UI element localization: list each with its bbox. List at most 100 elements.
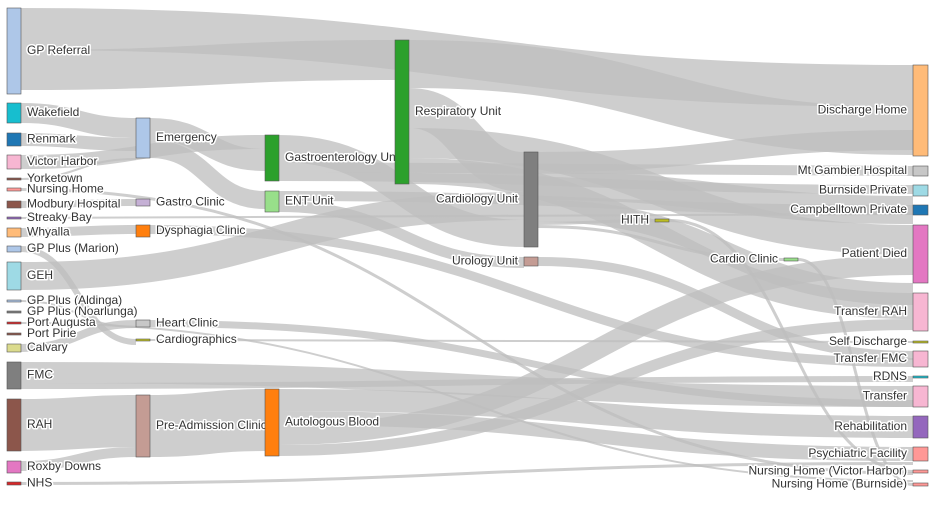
node xyxy=(135,338,151,342)
node xyxy=(783,257,799,262)
node xyxy=(6,102,22,124)
flow xyxy=(668,219,914,473)
node-label: Wakefield xyxy=(27,105,79,119)
flow xyxy=(149,389,266,457)
node xyxy=(912,415,929,439)
node xyxy=(135,394,151,458)
node xyxy=(912,184,929,197)
node xyxy=(912,340,929,344)
node-label: Cardiology Unit xyxy=(436,192,519,206)
node xyxy=(6,227,22,238)
node-label: Gastroenterology Unit xyxy=(285,150,402,164)
node-label: Burnside Private xyxy=(819,183,907,197)
flow xyxy=(20,322,914,482)
flow xyxy=(149,339,914,343)
node-label: Renmark xyxy=(27,132,77,146)
node-label: Port Pirie xyxy=(27,326,77,340)
node-label: RAH xyxy=(27,417,52,431)
node-label: Respiratory Unit xyxy=(415,104,502,118)
flow xyxy=(20,188,914,475)
node xyxy=(264,190,280,213)
flow xyxy=(149,118,266,171)
node-label: Pre-Admission Clinic xyxy=(156,418,267,432)
node-label: Self Discharge xyxy=(829,334,907,348)
node xyxy=(654,218,670,223)
node xyxy=(912,292,929,332)
node-label: Rehabilitation xyxy=(834,419,907,433)
node-label: Emergency xyxy=(156,130,217,144)
flow xyxy=(20,133,137,151)
node xyxy=(912,224,929,284)
node xyxy=(523,151,539,248)
node xyxy=(912,385,929,408)
node-label: Autologous Blood xyxy=(285,415,379,429)
node-label: Transfer FMC xyxy=(833,351,907,365)
flow xyxy=(20,447,137,471)
node xyxy=(6,332,22,336)
node xyxy=(6,132,22,147)
node xyxy=(264,134,280,182)
node xyxy=(135,198,151,207)
node xyxy=(6,398,22,452)
node-label: NHS xyxy=(27,476,52,490)
flow xyxy=(20,158,137,180)
flow xyxy=(20,462,914,485)
node-label: Gastro Clinic xyxy=(156,195,225,209)
node-label: RDNS xyxy=(873,369,907,383)
node xyxy=(6,200,22,209)
node-label: Mt Gambier Hospital xyxy=(798,163,907,177)
node xyxy=(6,245,22,253)
node xyxy=(912,446,929,462)
flows xyxy=(20,8,914,486)
node-label: Transfer RAH xyxy=(834,304,907,318)
node-label: GP Referral xyxy=(27,43,90,57)
flow xyxy=(537,219,656,225)
node xyxy=(6,216,22,220)
node-label: Nursing Home (Victor Harbor) xyxy=(749,464,908,478)
node-label: Roxby Downs xyxy=(27,459,101,473)
node-label: Victor Harbor xyxy=(27,154,97,168)
node xyxy=(912,482,929,487)
node xyxy=(6,343,22,353)
node-label: Cardiographics xyxy=(156,332,237,346)
node xyxy=(6,299,22,303)
node-label: GP Plus (Noarlunga) xyxy=(27,304,138,318)
flow xyxy=(20,395,137,451)
flow xyxy=(20,376,914,389)
node xyxy=(6,177,22,181)
node xyxy=(6,154,22,170)
node xyxy=(264,388,280,457)
node xyxy=(6,187,22,192)
node xyxy=(6,361,22,390)
node xyxy=(912,375,929,379)
flow xyxy=(537,225,785,261)
flow xyxy=(20,225,137,237)
node-label: Streaky Bay xyxy=(27,210,92,224)
node xyxy=(6,310,22,314)
node-label: Cardio Clinic xyxy=(710,252,778,266)
node xyxy=(135,224,151,238)
node-label: Nursing Home xyxy=(27,182,104,196)
flow xyxy=(408,40,914,155)
node xyxy=(523,256,539,267)
node xyxy=(6,481,22,486)
node-label: GP Plus (Aldinga) xyxy=(27,293,122,307)
node xyxy=(6,7,22,95)
flow xyxy=(20,246,137,345)
flow xyxy=(278,389,914,438)
node-label: Heart Clinic xyxy=(156,316,218,330)
flow xyxy=(537,172,914,224)
node xyxy=(912,204,929,216)
node xyxy=(912,469,929,474)
node-label: FMC xyxy=(27,368,53,382)
flow xyxy=(537,257,914,360)
flow xyxy=(20,199,137,208)
node-label: Psychiatric Facility xyxy=(808,446,907,460)
flow xyxy=(537,130,914,172)
node xyxy=(912,350,929,368)
flow xyxy=(20,213,914,219)
node-label: HITH xyxy=(621,213,649,227)
node-label: Nursing Home (Burnside) xyxy=(772,477,907,491)
node-label: Calvary xyxy=(27,340,68,354)
node-label: Urology Unit xyxy=(452,254,519,268)
